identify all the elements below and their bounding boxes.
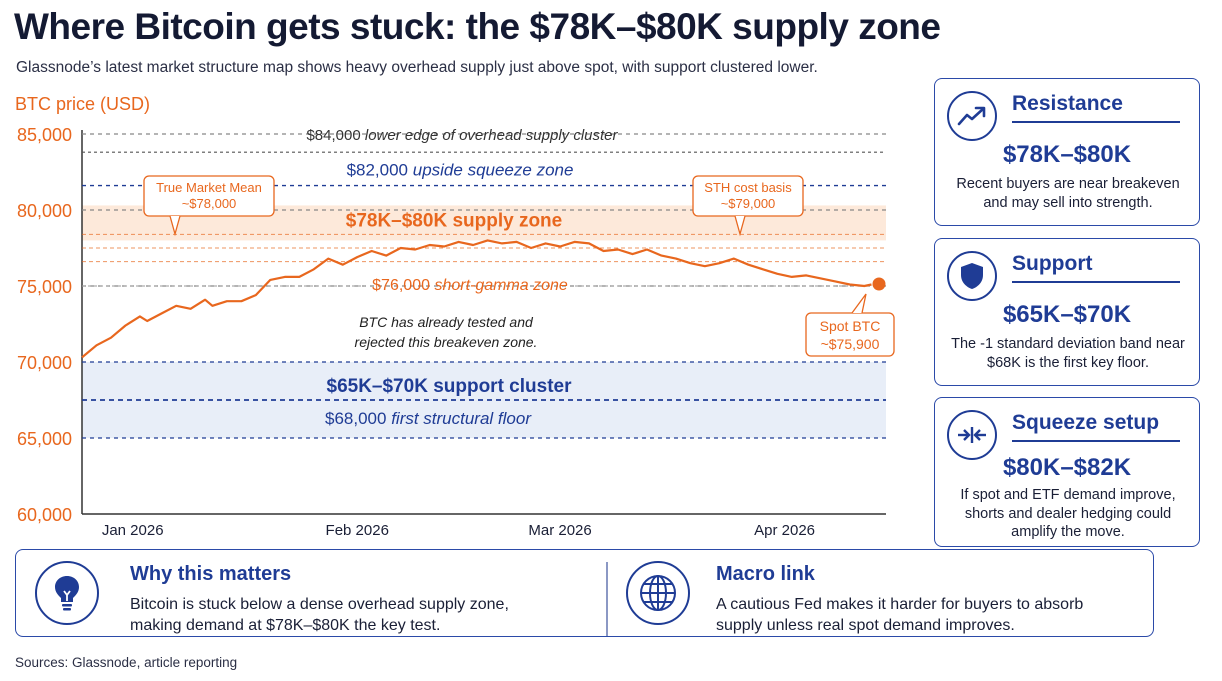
y-tick-label: 65,000 — [17, 429, 72, 449]
level-68k-label: $68,000 first structural floor — [325, 409, 532, 428]
spot-callout-box — [805, 312, 895, 357]
spot-callout-pointer — [851, 293, 867, 314]
why-line-1: Bitcoin is stuck below a dense overhead … — [130, 596, 509, 613]
btc-price-chart: 60,000 65,000 70,000 75,000 80,000 85,000 BTC … — [15, 94, 895, 539]
divider — [1012, 440, 1180, 442]
lightbulb-icon — [35, 561, 99, 625]
support-card-value: $65K–$70K — [1002, 301, 1132, 328]
y-tick-label: 85,000 — [17, 125, 72, 145]
x-tick-label: Feb 2026 — [326, 522, 389, 539]
squeeze-card-value: $80K–$82K — [1002, 454, 1132, 481]
sth-cost-basis-callout-line-2: ~$79,000 — [721, 196, 776, 211]
sth-cost-basis-callout-line-1: STH cost basis — [704, 180, 792, 195]
level-76k-label: $76,000 short-gamma zone — [372, 277, 568, 294]
resistance-card-value: $78K–$80K — [1002, 141, 1132, 168]
page-subtitle: Glassnode’s latest market structure map … — [16, 59, 818, 76]
squeeze-arrows-icon — [947, 410, 997, 460]
true-market-mean-callout-box — [143, 175, 275, 217]
y-tick-label: 60,000 — [17, 505, 72, 525]
level-price: $68,000 — [325, 409, 391, 428]
divider — [606, 562, 608, 636]
macro-line-2: supply unless real spot demand improves. — [716, 617, 1015, 634]
rejection-note-line-2: rejected this breakeven zone. — [355, 334, 538, 350]
macro-line-1: A cautious Fed makes it harder for buyer… — [716, 596, 1084, 613]
support-card: Support $65K–$70K The -1 standard deviat… — [934, 238, 1200, 386]
resistance-card-text: Recent buyers are near breakeven and may… — [956, 176, 1180, 211]
level-desc: short-gamma zone — [434, 277, 567, 294]
macro-link-title: Macro link — [716, 563, 815, 585]
y-tick-label: 80,000 — [17, 201, 72, 221]
spot-callout-line-1: Spot BTC — [820, 318, 881, 334]
y-tick-label: 75,000 — [17, 277, 72, 297]
trend-up-icon — [947, 91, 997, 141]
divider — [1012, 281, 1180, 283]
divider — [1012, 121, 1180, 123]
page-title: Where Bitcoin gets stuck: the $78K–$80K … — [14, 6, 941, 47]
true-market-mean-callout-line-1: True Market Mean — [156, 180, 262, 195]
macro-link-text: A cautious Fed makes it harder for buyer… — [716, 594, 1083, 636]
x-tick-label: Jan 2026 — [102, 522, 164, 539]
level-desc: upside squeeze zone — [413, 161, 574, 180]
resistance-card: Resistance $78K–$80K Recent buyers are n… — [934, 78, 1200, 226]
support-cluster-label: $65K–$70K support cluster — [327, 376, 573, 397]
level-price: $82,000 — [347, 161, 413, 180]
level-price: $84,000 — [306, 127, 364, 144]
btc-price-line — [81, 239, 872, 359]
x-tick-label: Mar 2026 — [528, 522, 591, 539]
sources-note: Sources: Glassnode, article reporting — [15, 655, 238, 670]
globe-icon — [626, 561, 690, 625]
shield-icon — [947, 251, 997, 301]
support-card-text: The -1 standard deviation band near $68K… — [951, 336, 1185, 371]
level-price: $76,000 — [372, 277, 434, 294]
why-this-matters-text: Bitcoin is stuck below a dense overhead … — [130, 594, 509, 636]
squeeze-card-text: If spot and ETF demand improve, shorts a… — [960, 487, 1176, 540]
level-desc: lower edge of overhead supply cluster — [365, 127, 619, 144]
level-desc: first structural floor — [391, 409, 532, 428]
supply-zone-label: $78K–$80K supply zone — [346, 210, 562, 231]
squeeze-card: Squeeze setup $80K–$82K If spot and ETF … — [934, 397, 1200, 547]
resistance-card-title: Resistance — [1012, 92, 1123, 115]
rejection-note-line-1: BTC has already tested and — [359, 314, 534, 330]
spot-callout-line-2: ~$75,900 — [821, 336, 880, 352]
sth-cost-basis-callout-pointer — [734, 215, 746, 237]
spot-price-point — [872, 277, 886, 291]
true-market-mean-callout-line-2: ~$78,000 — [182, 196, 237, 211]
bottom-panel: Why this matters Bitcoin is stuck below … — [15, 549, 1154, 637]
y-axis-label: BTC price (USD) — [15, 94, 150, 114]
x-tick-label: Apr 2026 — [754, 522, 815, 539]
why-line-2: making demand at $78K–$80K the key test. — [130, 617, 441, 634]
true-market-mean-callout-pointer — [169, 215, 181, 237]
level-82k-label: $82,000 upside squeeze zone — [347, 161, 574, 180]
support-card-title: Support — [1012, 252, 1093, 275]
y-tick-label: 70,000 — [17, 353, 72, 373]
squeeze-card-title: Squeeze setup — [1012, 411, 1160, 434]
level-84k-label: $84,000 lower edge of overhead supply cl… — [306, 127, 618, 144]
why-this-matters-title: Why this matters — [130, 563, 292, 585]
sth-cost-basis-callout-box — [692, 175, 804, 217]
